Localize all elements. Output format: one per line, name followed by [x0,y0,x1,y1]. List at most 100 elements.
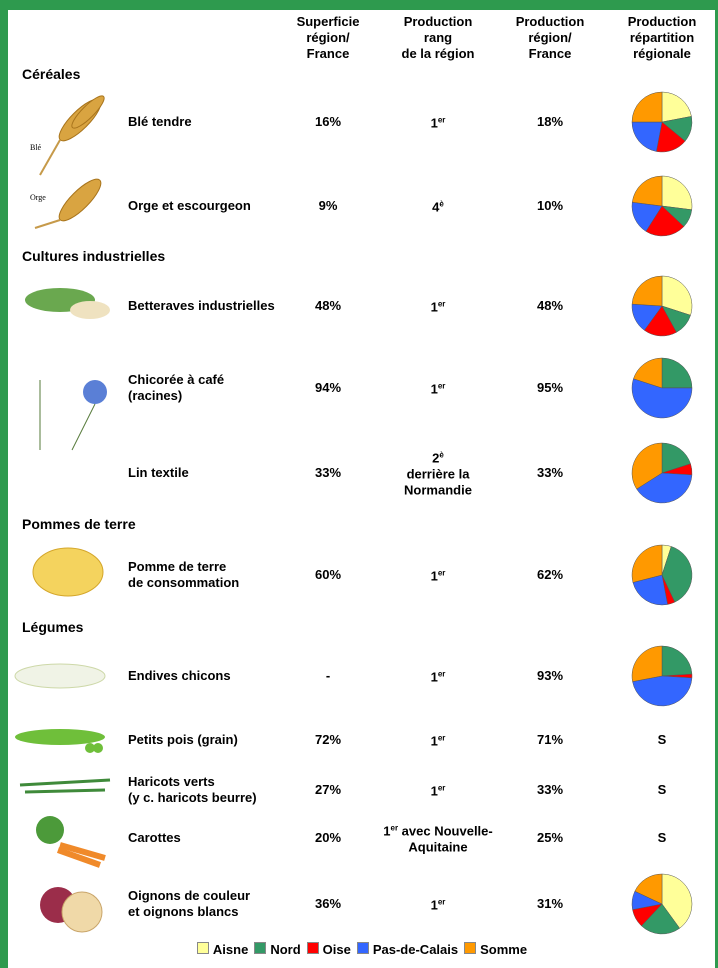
row-name: Lin textile [128,465,189,481]
pie [630,356,694,420]
production: 33% [537,782,563,798]
superficie: 60% [315,567,341,583]
superficie: 33% [315,465,341,481]
rang: 1er [431,730,446,749]
column-header: Production répartition régionale [628,14,697,62]
production: 71% [537,732,563,748]
rang-suffix: er [438,733,446,742]
row-name: Orge et escourgeon [128,198,251,214]
legend-label: Pas-de-Calais [373,942,458,957]
pie-slice [662,358,692,388]
pie-slice [633,676,692,706]
production: 48% [537,298,563,314]
rang-suffix: er [438,115,446,124]
legend-swatch [197,942,209,954]
section-title: Cultures industrielles [22,248,165,264]
pie [630,174,694,238]
pie-slice [632,92,662,122]
rang: 1er [431,378,446,397]
legend-label: Nord [270,942,300,957]
rang: 1er [431,666,446,685]
rang-suffix: er [438,897,446,906]
row-name: Haricots verts (y c. haricots beurre) [128,774,257,806]
superficie: 20% [315,830,341,846]
rang-note: derrière la Normandie [404,467,472,498]
production: 18% [537,114,563,130]
row-name: Blé tendre [128,114,192,130]
section-title: Céréales [22,66,80,82]
row-name: Endives chicons [128,668,231,684]
pie [630,90,694,154]
row-name: Pomme de terre de consommation [128,559,239,591]
rang-suffix: er [438,783,446,792]
legend-swatch [254,942,266,954]
production: 31% [537,896,563,912]
flower [40,380,107,450]
row-name: Petits pois (grain) [128,732,238,748]
production: 93% [537,668,563,684]
beet [25,288,110,319]
legend-swatch [464,942,476,954]
rang-suffix: è [439,199,443,208]
pie [630,274,694,338]
illustrations [0,0,718,968]
legend-swatch [307,942,319,954]
section-title: Légumes [22,619,83,635]
rang: 1er [431,112,446,131]
image-label: Blé [30,140,41,156]
rang-suffix: er [438,381,446,390]
rang: 1er [431,565,446,584]
column-header: Production rang de la région [402,14,475,62]
onions [40,887,102,932]
rang-suffix: er [438,299,446,308]
secret: S [658,830,667,846]
rang: 2è derrière la Normandie [404,447,472,498]
rang-suffix: è [439,450,443,459]
pie-slice [662,646,692,676]
superficie: 94% [315,380,341,396]
rang: 1er [431,780,446,799]
legend-swatch [357,942,369,954]
pie-slice [632,646,662,682]
secret: S [658,732,667,748]
legend-label: Aisne [213,942,248,957]
row-name: Chicorée à café (racines) [128,372,224,404]
legend-label: Oise [323,942,351,957]
pie [630,872,694,936]
rang: 4è [432,196,444,215]
pie-slice [662,176,692,210]
image-label: Orge [30,190,46,206]
superficie: - [326,668,330,684]
rang: 1er avec Nouvelle- Aquitaine [383,820,492,855]
pie [630,543,694,607]
superficie: 9% [319,198,338,214]
wheat [35,92,108,228]
production: 25% [537,830,563,846]
production: 33% [537,465,563,481]
potato [33,548,103,596]
pie [630,441,694,505]
legend-label: Somme [480,942,527,957]
pie-slice [632,276,662,306]
rang-suffix: er [438,568,446,577]
page: Superficie région/ France Production rang… [0,0,718,968]
rang: 1er [431,894,446,913]
rang-suffix: er [391,823,399,832]
secret: S [658,782,667,798]
peas [15,729,105,753]
production: 95% [537,380,563,396]
column-header: Production région/ France [516,14,585,62]
superficie: 16% [315,114,341,130]
column-header: Superficie région/ France [297,14,360,62]
rang-suffix: er [438,669,446,678]
rang: 1er [431,296,446,315]
beans [20,780,110,792]
carrots [36,816,105,865]
legend: Aisne Nord Oise Pas-de-Calais Somme [0,942,718,957]
row-name: Oignons de couleur et oignons blancs [128,888,250,920]
production: 10% [537,198,563,214]
row-name: Betteraves industrielles [128,298,275,314]
superficie: 36% [315,896,341,912]
superficie: 72% [315,732,341,748]
endive [15,664,105,688]
